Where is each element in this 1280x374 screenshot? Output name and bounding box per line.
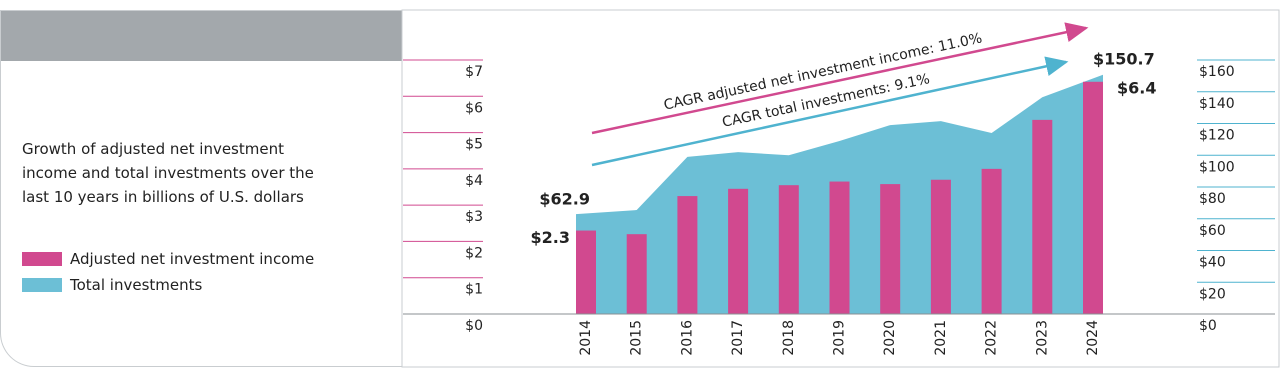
chart-frame <box>401 9 1280 368</box>
cagr-arrow <box>591 56 1069 167</box>
bar <box>880 184 901 314</box>
bar <box>1032 119 1053 314</box>
x-tick-label: 2014 <box>578 320 594 356</box>
bar <box>829 181 850 314</box>
y-tick-label: $7 <box>465 64 483 80</box>
x-tick-label: 2022 <box>984 320 1000 356</box>
data-label: $150.7 <box>1093 49 1155 68</box>
legend-label: Total investments <box>70 276 203 294</box>
bar <box>930 179 951 314</box>
y2-tick-label: $40 <box>1199 255 1226 271</box>
data-label: $62.9 <box>539 190 590 209</box>
y-tick-label: $0 <box>465 318 483 334</box>
y2-tick-label: $0 <box>1199 318 1217 334</box>
x-tick-label: 2018 <box>781 320 797 356</box>
legend-label: Adjusted net investment income <box>70 250 315 268</box>
x-tick-label: 2019 <box>832 320 848 356</box>
bar <box>778 185 799 314</box>
data-label: $2.3 <box>531 228 570 247</box>
x-tick-label: 2024 <box>1085 320 1101 356</box>
bar <box>576 230 596 314</box>
chart-title: Growth of adjusted net investment income… <box>22 140 314 206</box>
y2-tick-label: $20 <box>1199 286 1226 302</box>
bar <box>1083 81 1103 315</box>
bar <box>677 196 698 314</box>
legend-item: Adjusted net investment income <box>22 250 314 268</box>
x-tick-label: 2016 <box>679 320 695 356</box>
legend-item: Total investments <box>22 276 202 294</box>
x-tick-label: 2023 <box>1034 320 1050 356</box>
y2-tick-label: $60 <box>1199 223 1226 239</box>
y2-tick-label: $100 <box>1199 159 1235 175</box>
bar <box>981 168 1002 314</box>
y-tick-label: $2 <box>465 245 483 261</box>
legend-swatch <box>22 252 62 266</box>
y2-tick-label: $160 <box>1199 64 1235 80</box>
cagr-arrow <box>591 22 1089 135</box>
bar <box>626 234 647 314</box>
x-tick-label: 2020 <box>882 320 898 356</box>
info-panel <box>0 10 402 367</box>
y-tick-label: $6 <box>465 100 483 116</box>
y-tick-label: $5 <box>465 137 483 153</box>
y-tick-label: $1 <box>465 282 483 298</box>
y-tick-label: $4 <box>465 173 483 189</box>
x-tick-label: 2015 <box>629 320 645 356</box>
x-tick-label: 2017 <box>730 320 746 356</box>
header-band <box>1 11 402 61</box>
y-tick-label: $3 <box>465 209 483 225</box>
y2-tick-label: $120 <box>1199 128 1235 144</box>
bar <box>728 188 749 314</box>
data-label: $6.4 <box>1117 78 1156 97</box>
y2-tick-label: $80 <box>1199 191 1226 207</box>
x-tick-label: 2021 <box>933 320 949 356</box>
y2-tick-label: $140 <box>1199 96 1235 112</box>
legend-swatch <box>22 278 62 292</box>
